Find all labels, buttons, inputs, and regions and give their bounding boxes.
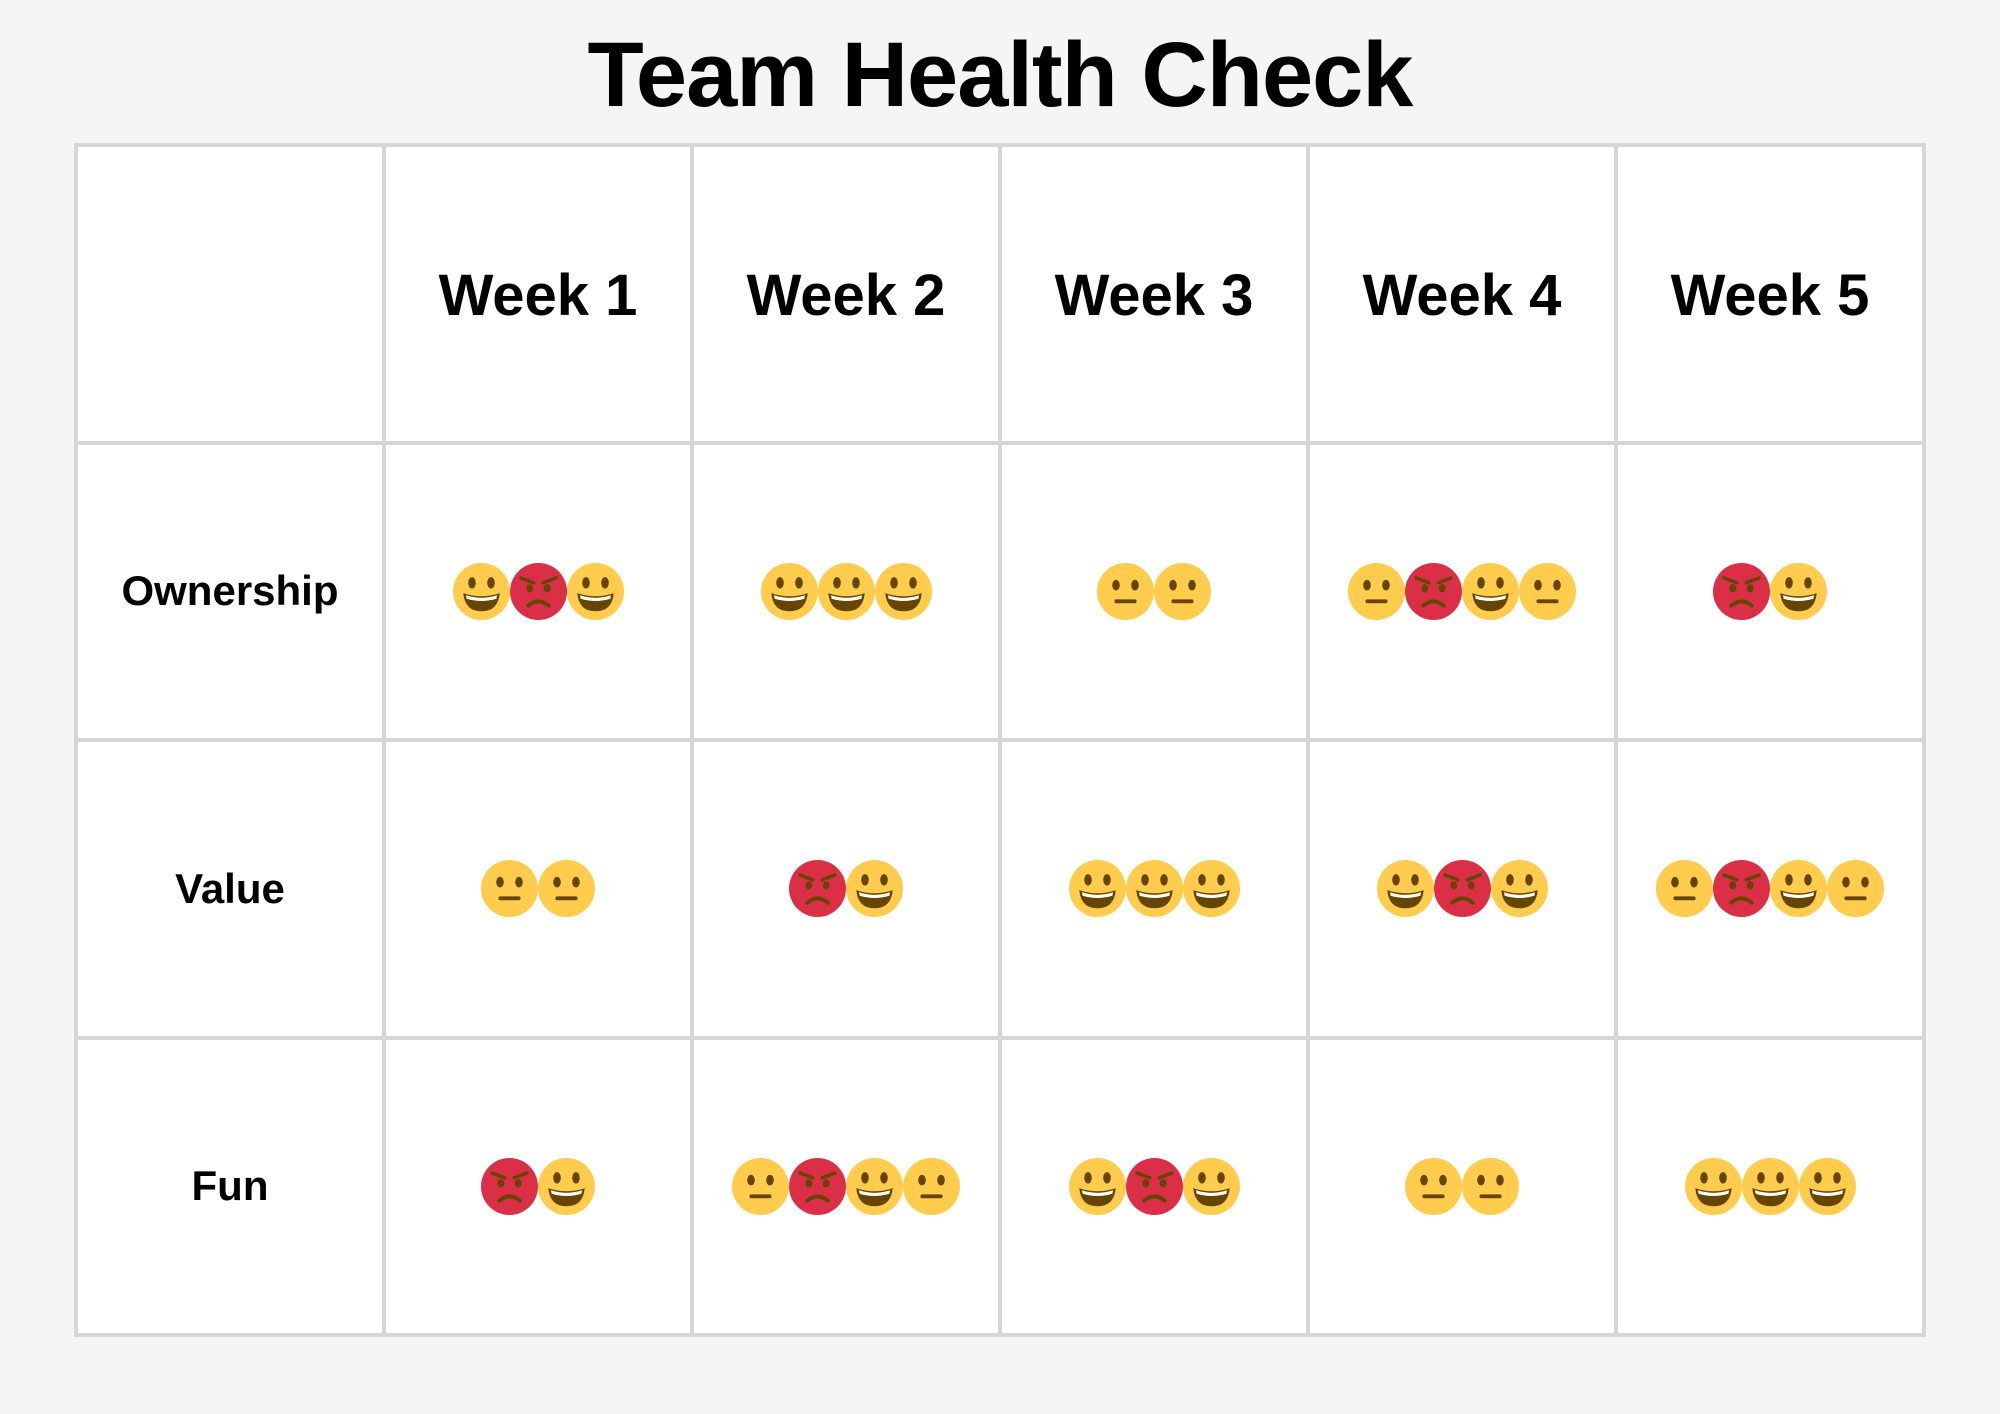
happy-face-icon: [1798, 1157, 1856, 1215]
vote-group: [1068, 1157, 1240, 1215]
vote-group: [1405, 1157, 1519, 1215]
happy-face-icon: [874, 562, 932, 620]
column-header-label: Week 3: [1054, 263, 1254, 329]
happy-face-icon: [1770, 562, 1827, 620]
neutral-face-icon: [481, 860, 538, 918]
vote-cell: [1618, 742, 1922, 1036]
page-title: Team Health Check: [587, 24, 1414, 126]
column-header: Week 3: [1002, 147, 1306, 441]
angry-face-icon: [481, 1157, 538, 1215]
health-check-table: Week 1 Week 2 Week 3 Week 4 Week 5 Ownership V…: [74, 143, 1926, 1337]
neutral-face-icon: [1405, 1157, 1462, 1215]
vote-group: [1684, 1157, 1856, 1215]
neutral-face-icon: [1519, 562, 1576, 620]
angry-face-icon: [789, 860, 846, 918]
neutral-face-icon: [1348, 562, 1405, 620]
happy-face-icon: [1182, 1157, 1240, 1215]
angry-face-icon: [1433, 860, 1491, 918]
column-header-label: Week 2: [746, 263, 946, 329]
angry-face-icon: [1713, 562, 1770, 620]
row-header: Ownership: [78, 444, 382, 738]
vote-cell: [1618, 1039, 1922, 1333]
neutral-face-icon: [903, 1157, 960, 1215]
column-header-label: Week 5: [1670, 263, 1870, 329]
happy-face-icon: [566, 562, 624, 620]
row-label: Value: [175, 864, 285, 912]
vote-cell: [386, 742, 690, 1036]
angry-face-icon: [1713, 860, 1770, 918]
vote-group: [1713, 562, 1827, 620]
happy-face-icon: [1182, 860, 1240, 918]
column-header: Week 4: [1310, 147, 1614, 441]
column-header: Week 2: [694, 147, 998, 441]
row-header: Value: [78, 742, 382, 1036]
vote-cell: [1002, 742, 1306, 1036]
corner-cell: [78, 147, 382, 441]
vote-cell: [1310, 742, 1614, 1036]
row-label: Ownership: [121, 567, 339, 615]
column-header: Week 1: [386, 147, 690, 441]
column-header-label: Week 1: [438, 263, 638, 329]
column-header: Week 5: [1618, 147, 1922, 441]
vote-cell: [694, 444, 998, 738]
vote-group: [789, 860, 903, 918]
neutral-face-icon: [538, 860, 595, 918]
vote-cell: [1002, 1039, 1306, 1333]
happy-face-icon: [846, 1157, 903, 1215]
angry-face-icon: [509, 562, 567, 620]
vote-group: [481, 1157, 595, 1215]
happy-face-icon: [1068, 860, 1126, 918]
happy-face-icon: [1462, 562, 1519, 620]
vote-group: [481, 860, 595, 918]
vote-cell: [1002, 444, 1306, 738]
vote-group: [732, 1157, 960, 1215]
happy-face-icon: [760, 562, 818, 620]
happy-face-icon: [817, 562, 875, 620]
vote-group: [1097, 562, 1211, 620]
happy-face-icon: [1741, 1157, 1799, 1215]
happy-face-icon: [538, 1157, 595, 1215]
column-header-label: Week 4: [1362, 263, 1562, 329]
happy-face-icon: [846, 860, 903, 918]
neutral-face-icon: [1462, 1157, 1519, 1215]
happy-face-icon: [452, 562, 510, 620]
vote-cell: [694, 1039, 998, 1333]
angry-face-icon: [789, 1157, 846, 1215]
angry-face-icon: [1405, 562, 1462, 620]
happy-face-icon: [1490, 860, 1548, 918]
vote-cell: [1618, 444, 1922, 738]
neutral-face-icon: [1097, 562, 1154, 620]
vote-cell: [386, 1039, 690, 1333]
vote-group: [1068, 860, 1240, 918]
vote-group: [760, 562, 932, 620]
happy-face-icon: [1770, 860, 1827, 918]
vote-group: [1376, 860, 1548, 918]
row-header: Fun: [78, 1039, 382, 1333]
happy-face-icon: [1684, 1157, 1742, 1215]
row-label: Fun: [191, 1162, 269, 1210]
vote-cell: [1310, 1039, 1614, 1333]
happy-face-icon: [1068, 1157, 1126, 1215]
vote-cell: [386, 444, 690, 738]
neutral-face-icon: [1656, 860, 1713, 918]
happy-face-icon: [1376, 860, 1434, 918]
angry-face-icon: [1125, 1157, 1183, 1215]
happy-face-icon: [1125, 860, 1183, 918]
vote-group: [1656, 860, 1884, 918]
vote-cell: [694, 742, 998, 1036]
neutral-face-icon: [1154, 562, 1211, 620]
vote-group: [452, 562, 624, 620]
neutral-face-icon: [1827, 860, 1884, 918]
vote-group: [1348, 562, 1576, 620]
vote-cell: [1310, 444, 1614, 738]
neutral-face-icon: [732, 1157, 789, 1215]
